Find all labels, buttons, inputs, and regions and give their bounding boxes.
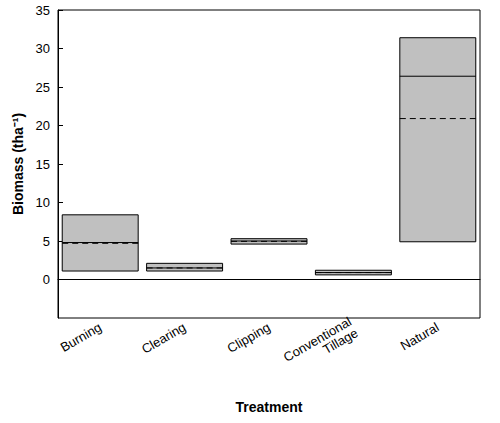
- svg-text:Treatment: Treatment: [236, 399, 303, 415]
- svg-text:Natural: Natural: [398, 319, 442, 353]
- svg-text:35: 35: [36, 3, 50, 18]
- svg-text:Clipping: Clipping: [225, 320, 273, 356]
- svg-text:Burning: Burning: [58, 320, 104, 355]
- svg-text:Conventional: Conventional: [280, 313, 354, 365]
- svg-text:5: 5: [43, 234, 50, 249]
- svg-text:0: 0: [43, 272, 50, 287]
- svg-text:30: 30: [36, 41, 50, 56]
- svg-text:20: 20: [36, 118, 50, 133]
- svg-text:10: 10: [36, 195, 50, 210]
- svg-text:Biomass (tha⁻¹): Biomass (tha⁻¹): [10, 113, 26, 215]
- svg-text:25: 25: [36, 80, 50, 95]
- svg-text:Clearing: Clearing: [139, 320, 188, 357]
- svg-text:Tillage: Tillage: [320, 325, 360, 357]
- svg-text:15: 15: [36, 157, 50, 172]
